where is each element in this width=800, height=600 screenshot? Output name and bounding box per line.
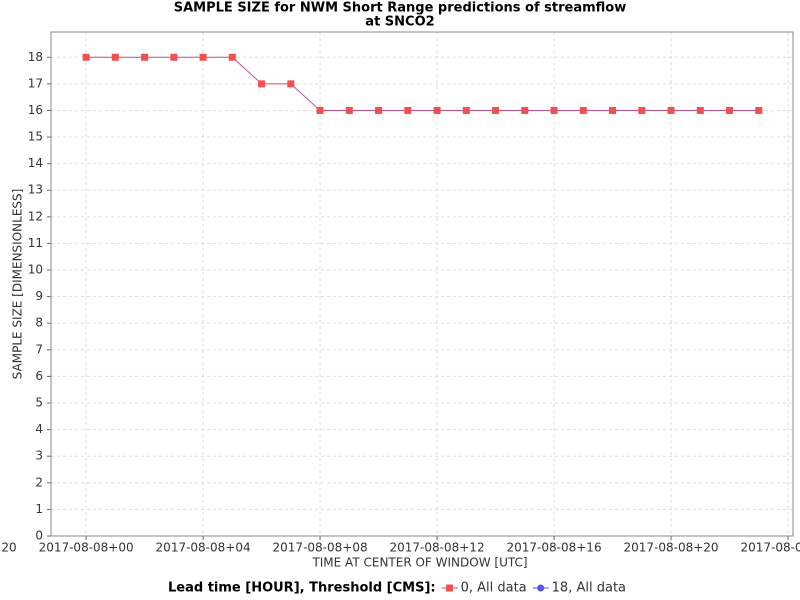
x-axis-label: TIME AT CENTER OF WINDOW [UTC] <box>311 556 527 570</box>
legend-label: 18, All data <box>552 581 626 596</box>
y-tick-label: 3 <box>35 449 43 463</box>
x-tick-label: 2017-08-08+08 <box>273 541 368 555</box>
plot-frame <box>50 31 794 537</box>
x-tick-label: 2017-08-08+12 <box>390 541 485 555</box>
y-tick-label: 16 <box>28 103 43 117</box>
y-tick-label: 7 <box>35 342 43 356</box>
x-tick-label: 2017-08-07+20 <box>0 541 17 555</box>
y-tick-label: 5 <box>35 396 43 410</box>
x-tick-label: 2017-08-08+20 <box>624 541 719 555</box>
marker <box>170 53 178 61</box>
y-tick-label: 17 <box>28 76 43 90</box>
marker <box>726 106 734 114</box>
legend-marker <box>537 584 545 592</box>
marker <box>462 106 470 114</box>
x-tick-label: 2017-08-09+00 <box>740 541 800 555</box>
marker <box>696 106 704 114</box>
marker <box>404 106 412 114</box>
y-tick-label: 14 <box>28 156 43 170</box>
x-tick-label: 2017-08-08+04 <box>156 541 251 555</box>
y-tick-label: 15 <box>28 130 43 144</box>
marker <box>667 106 675 114</box>
marker <box>433 106 441 114</box>
y-tick-label: 2 <box>35 475 43 489</box>
marker <box>492 106 500 114</box>
y-tick-label: 11 <box>28 236 43 250</box>
marker <box>345 106 353 114</box>
marker <box>82 53 90 61</box>
y-tick-label: 10 <box>28 263 43 277</box>
y-tick-label: 13 <box>28 183 43 197</box>
marker <box>111 53 119 61</box>
marker <box>638 106 646 114</box>
marker <box>287 80 295 88</box>
legend-label: 0, All data <box>461 581 527 596</box>
chart-title: SAMPLE SIZE for NWM Short Range predicti… <box>174 1 627 16</box>
legend-title: Lead time [HOUR], Threshold [CMS]: <box>168 581 436 596</box>
marker <box>550 106 558 114</box>
marker <box>609 106 617 114</box>
x-tick-label: 2017-08-08+16 <box>507 541 602 555</box>
marker <box>141 53 149 61</box>
marker <box>755 106 763 114</box>
x-tick-label: 2017-08-08+00 <box>39 541 134 555</box>
y-tick-label: 8 <box>35 316 43 330</box>
y-tick-label: 6 <box>35 369 43 383</box>
chart-title: at SNCO2 <box>365 15 434 30</box>
marker <box>579 106 587 114</box>
marker <box>258 80 266 88</box>
y-tick-label: 18 <box>28 50 43 64</box>
y-tick-label: 1 <box>35 502 43 516</box>
y-tick-label: 9 <box>35 289 43 303</box>
marker <box>228 53 236 61</box>
marker <box>316 106 324 114</box>
legend: Lead time [HOUR], Threshold [CMS]: 0, All… <box>168 581 626 596</box>
y-tick-label: 4 <box>35 422 43 436</box>
legend-marker <box>446 584 454 592</box>
y-axis-label: SAMPLE SIZE [DIMENSIONLESS] <box>11 189 25 380</box>
y-tick-label: 12 <box>28 209 43 223</box>
series-line <box>86 56 759 111</box>
marker <box>521 106 529 114</box>
marker <box>375 106 383 114</box>
marker <box>199 53 207 61</box>
y-tick-label: 0 <box>35 529 43 543</box>
